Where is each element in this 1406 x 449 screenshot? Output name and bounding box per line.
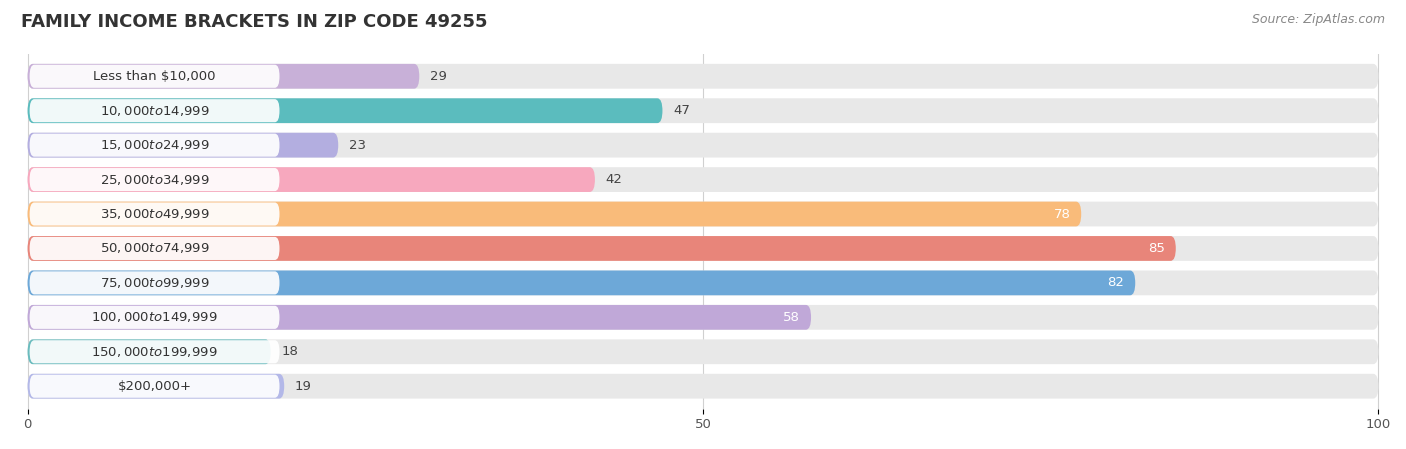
FancyBboxPatch shape (30, 134, 280, 157)
Text: $150,000 to $199,999: $150,000 to $199,999 (91, 345, 218, 359)
FancyBboxPatch shape (30, 202, 280, 225)
FancyBboxPatch shape (28, 339, 1378, 364)
Text: 47: 47 (673, 104, 690, 117)
Text: $50,000 to $74,999: $50,000 to $74,999 (100, 242, 209, 255)
FancyBboxPatch shape (30, 237, 280, 260)
Text: Less than $10,000: Less than $10,000 (93, 70, 215, 83)
Text: Source: ZipAtlas.com: Source: ZipAtlas.com (1251, 13, 1385, 26)
FancyBboxPatch shape (28, 305, 1378, 330)
Text: 23: 23 (349, 139, 366, 152)
FancyBboxPatch shape (30, 168, 280, 191)
FancyBboxPatch shape (28, 305, 811, 330)
Text: 78: 78 (1053, 207, 1070, 220)
FancyBboxPatch shape (28, 374, 1378, 399)
Text: $200,000+: $200,000+ (118, 380, 191, 393)
FancyBboxPatch shape (28, 133, 1378, 158)
FancyBboxPatch shape (30, 99, 280, 122)
Text: $35,000 to $49,999: $35,000 to $49,999 (100, 207, 209, 221)
FancyBboxPatch shape (28, 339, 271, 364)
FancyBboxPatch shape (28, 270, 1135, 295)
Text: 42: 42 (606, 173, 623, 186)
Text: 19: 19 (295, 380, 312, 393)
FancyBboxPatch shape (30, 65, 280, 88)
FancyBboxPatch shape (28, 236, 1378, 261)
FancyBboxPatch shape (28, 98, 662, 123)
Text: 58: 58 (783, 311, 800, 324)
Text: 29: 29 (430, 70, 447, 83)
FancyBboxPatch shape (28, 167, 595, 192)
FancyBboxPatch shape (30, 374, 280, 398)
FancyBboxPatch shape (28, 64, 1378, 88)
Text: $75,000 to $99,999: $75,000 to $99,999 (100, 276, 209, 290)
FancyBboxPatch shape (28, 202, 1081, 226)
FancyBboxPatch shape (28, 202, 1378, 226)
Text: 82: 82 (1108, 277, 1125, 290)
Text: $25,000 to $34,999: $25,000 to $34,999 (100, 172, 209, 187)
FancyBboxPatch shape (28, 236, 1175, 261)
FancyBboxPatch shape (28, 374, 284, 399)
FancyBboxPatch shape (30, 340, 280, 363)
FancyBboxPatch shape (28, 133, 339, 158)
FancyBboxPatch shape (28, 270, 1378, 295)
FancyBboxPatch shape (30, 306, 280, 329)
FancyBboxPatch shape (30, 271, 280, 295)
FancyBboxPatch shape (28, 167, 1378, 192)
Text: 85: 85 (1149, 242, 1166, 255)
Text: $100,000 to $149,999: $100,000 to $149,999 (91, 310, 218, 324)
Text: 18: 18 (281, 345, 298, 358)
Text: FAMILY INCOME BRACKETS IN ZIP CODE 49255: FAMILY INCOME BRACKETS IN ZIP CODE 49255 (21, 13, 488, 31)
FancyBboxPatch shape (28, 98, 1378, 123)
Text: $15,000 to $24,999: $15,000 to $24,999 (100, 138, 209, 152)
FancyBboxPatch shape (28, 64, 419, 88)
Text: $10,000 to $14,999: $10,000 to $14,999 (100, 104, 209, 118)
